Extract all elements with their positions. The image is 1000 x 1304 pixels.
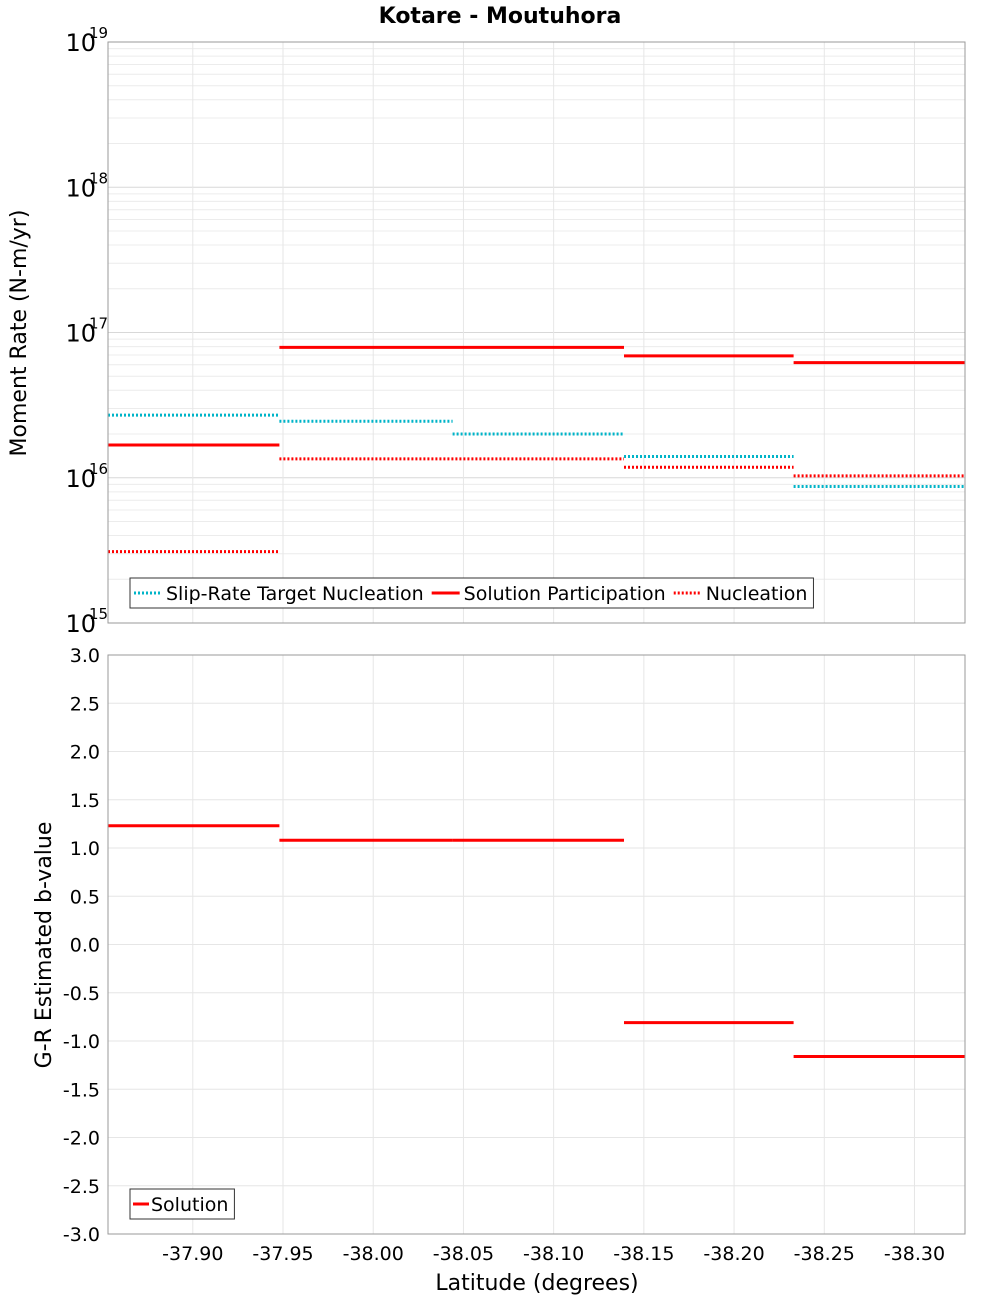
y-tick-label: 10	[65, 610, 96, 638]
legend: Slip-Rate Target Nucleation Solution Part…	[129, 577, 814, 609]
y-tick-label: -0.5	[63, 983, 100, 1005]
legend: Solution	[129, 1188, 235, 1220]
legend-label: Solution	[151, 1194, 228, 1216]
x-tick-label: -37.95	[252, 1243, 313, 1265]
y-tick-label: 0.0	[70, 935, 100, 957]
y-tick-label: 10	[65, 465, 96, 493]
x-tick-label: -38.10	[523, 1243, 584, 1265]
x-tick-label: -38.25	[794, 1243, 855, 1265]
y-tick-label: 1.0	[70, 838, 100, 860]
x-axis-label: Latitude (degrees)	[435, 1271, 638, 1296]
y-tick-exponent: 15	[89, 605, 108, 623]
x-tick-label: -38.05	[433, 1243, 494, 1265]
b-value-panel: -3.0 -2.5 -2.0 -1.5 -1.0 -0.5 0.0 0.5 1.0 1.5 2.0 2…	[63, 645, 966, 1265]
x-tick-label: -37.90	[162, 1243, 223, 1265]
top-y-axis-label: Moment Rate (N-m/yr)	[7, 210, 32, 457]
y-tick-label: -1.5	[63, 1079, 100, 1101]
x-tick-label: -38.15	[613, 1243, 674, 1265]
y-tick-exponent: 18	[89, 169, 108, 187]
y-tick-label: 10	[65, 320, 96, 348]
x-tick-label: -38.20	[703, 1243, 764, 1265]
y-tick-label: 1.5	[70, 790, 100, 812]
plot-frame	[107, 41, 966, 624]
y-tick-label: 10	[65, 29, 96, 57]
y-tick-label: 3.0	[70, 645, 100, 667]
legend-label: Solution Participation	[464, 583, 666, 605]
y-tick-label: 2.5	[70, 693, 100, 715]
y-tick-exponent: 17	[89, 315, 108, 333]
y-tick-exponent: 19	[89, 24, 108, 42]
bottom-y-axis-label: G-R Estimated b-value	[32, 822, 57, 1069]
y-tick-label: -3.0	[63, 1224, 100, 1246]
y-tick-label: -2.5	[63, 1176, 100, 1198]
legend-label: Nucleation	[706, 583, 808, 605]
y-tick-label: 10	[65, 174, 96, 202]
y-tick-exponent: 16	[89, 460, 108, 478]
x-tick-label: -38.00	[343, 1243, 404, 1265]
x-tick-label: -38.30	[884, 1243, 945, 1265]
y-tick-label: -2.0	[63, 1128, 100, 1150]
plot-frame	[107, 654, 966, 1235]
y-tick-label: -1.0	[63, 1031, 100, 1053]
y-tick-label: 0.5	[70, 886, 100, 908]
y-tick-label: 2.0	[70, 742, 100, 764]
legend-label: Slip-Rate Target Nucleation	[166, 583, 424, 605]
chart-title: Kotare - Moutuhora	[379, 4, 622, 29]
